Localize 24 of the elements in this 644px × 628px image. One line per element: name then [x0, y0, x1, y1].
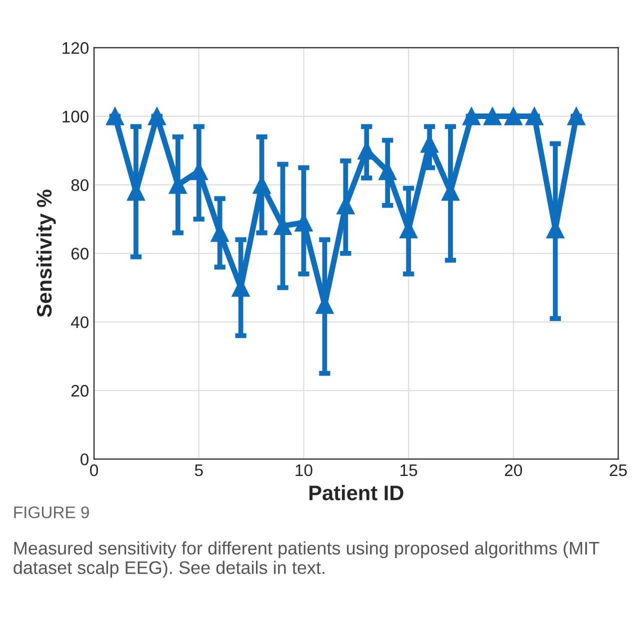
x-tick-label: 10	[296, 464, 312, 476]
x-tick-label: 0	[90, 464, 98, 476]
y-tick-label: 100	[62, 110, 89, 122]
point	[567, 107, 586, 126]
y-tick-label: 40	[71, 316, 89, 328]
point	[504, 107, 522, 126]
point	[525, 107, 544, 126]
point	[462, 107, 480, 126]
point	[148, 107, 166, 126]
y-axis-title: Sensitivity %	[36, 190, 56, 318]
x-tick-label: 20	[504, 464, 522, 476]
y-tick-label: 0	[80, 453, 89, 466]
caption: FIGURE 9	[14, 506, 89, 518]
y-tick-label: 120	[62, 42, 89, 54]
y-tick-label: 80	[71, 179, 89, 192]
x-axis-title: Patient ID	[309, 485, 404, 500]
x-tick-label: 15	[400, 464, 418, 476]
point	[483, 107, 502, 126]
text: Measured sensitivity for different patients using proposed algorithms (MIT dataset scalp EEG). See details in text.	[14, 541, 600, 578]
x-tick-label: 5	[194, 464, 203, 476]
x-tick-label: 25	[610, 464, 627, 476]
y-tick-label: 60	[71, 248, 89, 260]
y-tick-label: 20	[71, 384, 89, 397]
point	[106, 107, 124, 126]
